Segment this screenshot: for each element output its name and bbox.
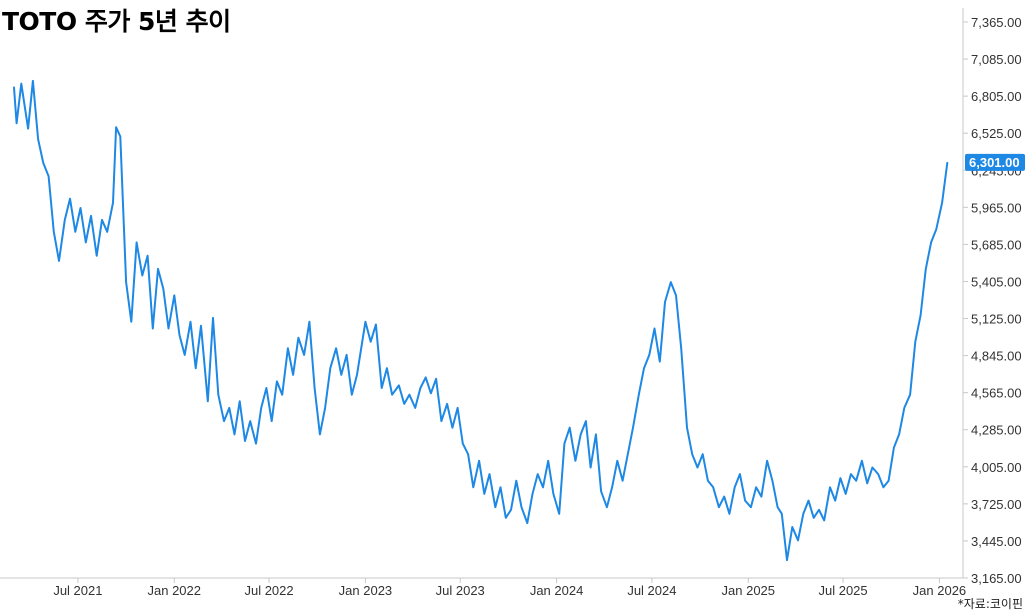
x-tick-label: Jul 2025 [818, 583, 867, 598]
y-tick-label: 3,165.00 [971, 571, 1022, 586]
x-tick-label: Jan 2023 [339, 583, 393, 598]
x-tick-label: Jul 2024 [627, 583, 676, 598]
y-tick-label: 4,565.00 [971, 386, 1022, 401]
tick-labels: 3,165.00 3,445.00 3,725.00 4,005.00 4,285.00… [53, 15, 1025, 598]
x-tick-label: Jul 2022 [244, 583, 293, 598]
last-value-badge-bg [965, 153, 1025, 171]
price-series-line [13, 79, 949, 562]
x-tick-label: Jan 2024 [530, 583, 584, 598]
x-tick-label: Jul 2021 [53, 583, 102, 598]
y-tick-label: 5,125.00 [971, 312, 1022, 327]
y-tick-label: 7,085.00 [971, 52, 1022, 67]
y-tick-label: 5,965.00 [971, 200, 1022, 215]
series-layer [13, 79, 949, 562]
chart-title: TOTO 주가 5년 추이 [2, 7, 231, 36]
y-tick-label: 3,725.00 [971, 497, 1022, 512]
y-tick-label: 5,405.00 [971, 274, 1022, 289]
x-tick-label: Jan 2022 [148, 583, 202, 598]
y-tick-label: 5,685.00 [971, 237, 1022, 252]
source-note: *자료:코이핀 [957, 597, 1023, 611]
y-tick-label: 4,285.00 [971, 423, 1022, 438]
last-value-badge: 6,301.00 [965, 153, 1025, 171]
x-tick-label: Jul 2023 [436, 583, 485, 598]
x-tick-label: Jan 2026 [913, 583, 967, 598]
y-tick-label: 6,525.00 [971, 126, 1022, 141]
x-tick-label: Jan 2025 [722, 583, 776, 598]
y-tick-label: 3,445.00 [971, 534, 1022, 549]
y-tick-label: 7,365.00 [971, 15, 1022, 30]
y-tick-label: 6,805.00 [971, 89, 1022, 104]
axes [0, 8, 968, 583]
y-tick-label: 4,845.00 [971, 349, 1022, 364]
y-tick-label: 4,005.00 [971, 460, 1022, 475]
last-value-label: 6,301.00 [969, 155, 1020, 170]
